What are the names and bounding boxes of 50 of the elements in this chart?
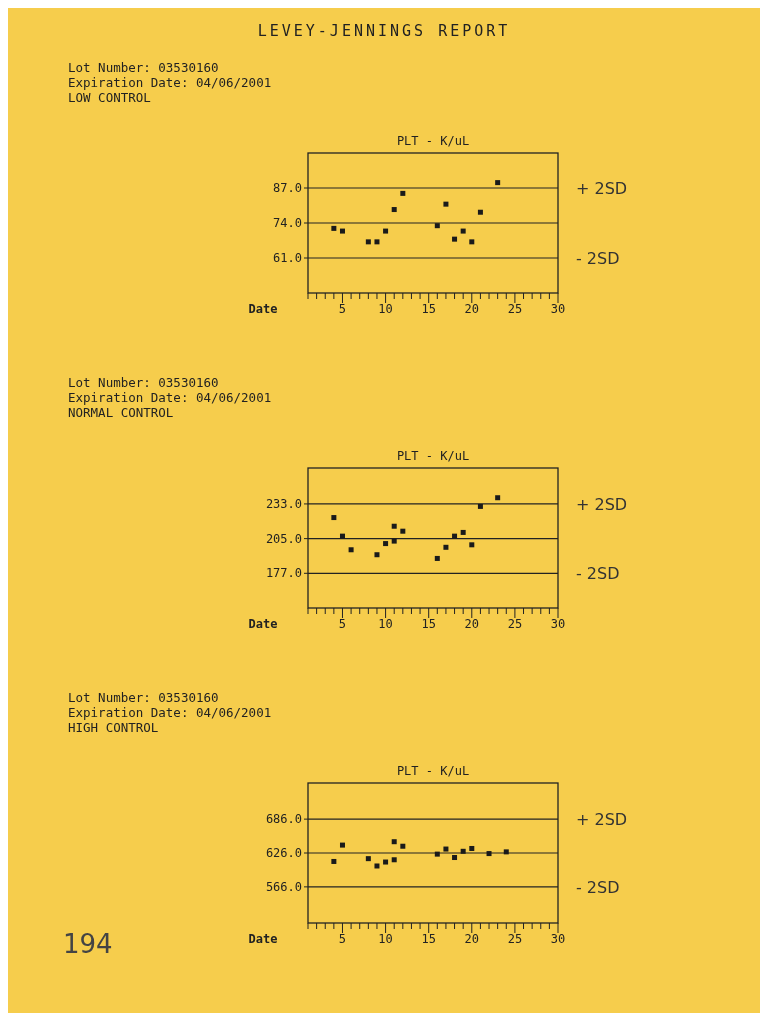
x-tick-label: 25 (507, 302, 523, 316)
chart-title: PLT - K/uL (396, 449, 470, 463)
x-tick-label: 5 (338, 617, 347, 631)
x-axis-title: Date (248, 302, 278, 316)
x-tick-label: 25 (507, 617, 523, 631)
text: NORMAL CONTROL (68, 405, 174, 420)
x-tick-label: 5 (338, 932, 347, 946)
x-tick-label: 20 (464, 932, 480, 946)
chart-title: PLT - K/uL (396, 134, 470, 148)
x-tick-label: 10 (378, 617, 393, 631)
chart-title: PLT - K/uL (396, 764, 470, 778)
x-tick-label: 20 (464, 302, 480, 316)
x-tick-label: 15 (421, 617, 436, 631)
x-tick-label: 20 (464, 617, 480, 631)
text: Expiration Date: 04/06/2001 (68, 75, 272, 90)
ref-line-label: - 2SD (576, 249, 620, 268)
y-tick-label: 686.0 (265, 812, 302, 827)
y-tick-label: 177.0 (265, 566, 302, 581)
y-tick-label: 87.0 (273, 181, 302, 195)
y-tick-label: 626.0 (265, 846, 302, 860)
x-tick-label: 15 (421, 932, 436, 946)
y-tick-label: 74.0 (273, 216, 302, 230)
x-tick-label: 5 (338, 302, 347, 316)
y-tick-label: 61.0 (273, 251, 302, 265)
ref-line-label: + 2SD (576, 494, 628, 514)
y-tick-label: 233.0 (265, 496, 302, 511)
x-axis-title: Date (248, 932, 278, 946)
x-tick-label: 10 (378, 932, 393, 946)
x-tick-label: 10 (378, 302, 393, 316)
text: LOW CONTROL (68, 90, 151, 105)
x-tick-label: 15 (421, 302, 436, 316)
text: HIGH CONTROL (68, 720, 159, 735)
ref-line-label: + 2SD (576, 179, 628, 198)
chart-subtitle: LEVEY-JENNINGS REPORT (257, 22, 511, 40)
ref-line-label: - 2SD (576, 877, 620, 897)
text: Lot Number: 03530160 (68, 375, 219, 390)
ref-line-label: + 2SD (576, 810, 628, 830)
x-tick-label: 30 (550, 302, 566, 316)
text: Expiration Date: 04/06/2001 (68, 390, 272, 405)
ref-line-label: - 2SD (576, 564, 620, 584)
y-tick-label: 205.0 (265, 531, 302, 546)
y-tick-label: 566.0 (265, 879, 302, 894)
text: Expiration Date: 04/06/2001 (68, 705, 272, 720)
x-tick-label: 25 (507, 932, 523, 946)
x-tick-label: 30 (550, 617, 566, 631)
x-axis-title: Date (248, 617, 278, 631)
x-tick-label: 30 (550, 932, 566, 946)
text: 194 (63, 929, 113, 959)
text: Lot Number: 03530160 (68, 60, 219, 75)
text: Lot Number: 03530160 (68, 690, 219, 705)
